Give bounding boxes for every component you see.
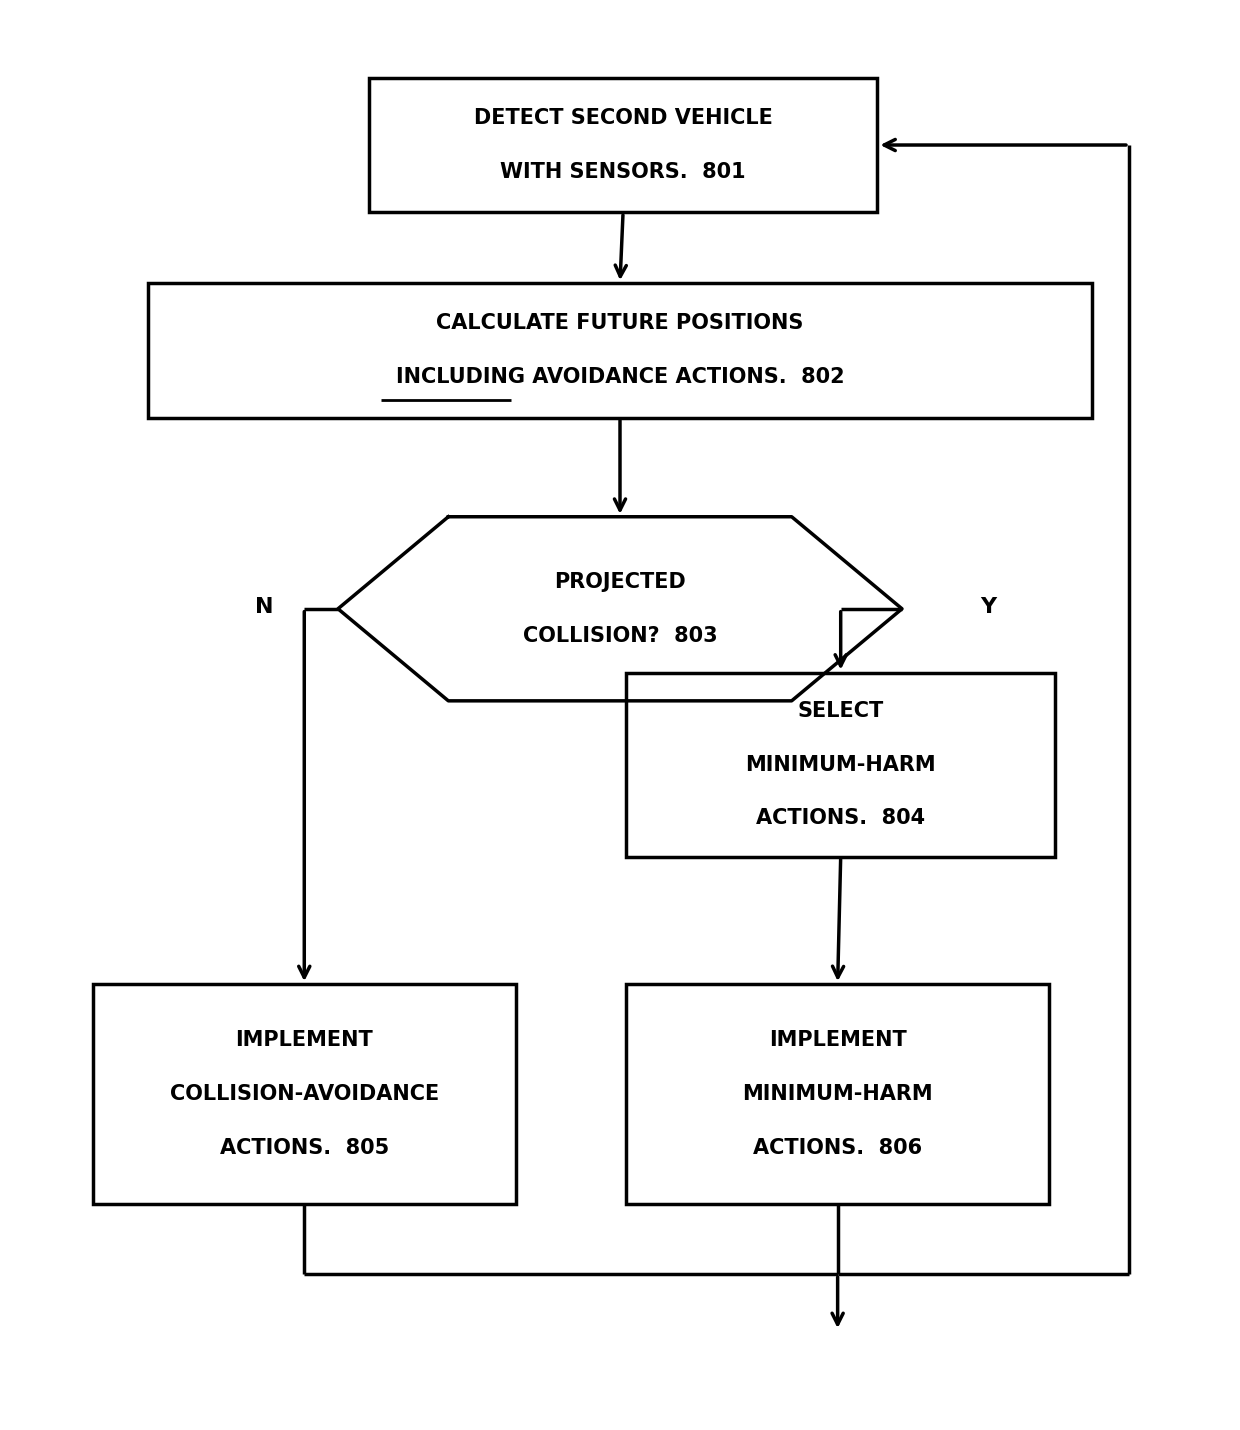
Bar xyxy=(148,283,1092,418)
Bar xyxy=(626,984,1049,1204)
Text: MINIMUM-HARM: MINIMUM-HARM xyxy=(743,1084,932,1104)
Text: COLLISION?  803: COLLISION? 803 xyxy=(523,626,717,646)
Bar xyxy=(626,672,1055,857)
Text: SELECT: SELECT xyxy=(797,701,884,721)
Text: MINIMUM-HARM: MINIMUM-HARM xyxy=(745,755,936,775)
Text: PROJECTED: PROJECTED xyxy=(554,572,686,592)
Text: ACTIONS.  806: ACTIONS. 806 xyxy=(753,1138,923,1158)
Text: DETECT SECOND VEHICLE: DETECT SECOND VEHICLE xyxy=(474,109,773,129)
Bar xyxy=(93,984,516,1204)
Text: ACTIONS.  804: ACTIONS. 804 xyxy=(756,808,925,828)
Bar xyxy=(368,77,878,212)
Text: Y: Y xyxy=(980,598,996,618)
Text: CALCULATE FUTURE POSITIONS: CALCULATE FUTURE POSITIONS xyxy=(436,313,804,333)
Text: ACTIONS.  805: ACTIONS. 805 xyxy=(219,1138,389,1158)
Text: IMPLEMENT: IMPLEMENT xyxy=(236,1030,373,1050)
Text: INCLUDING AVOIDANCE ACTIONS.  802: INCLUDING AVOIDANCE ACTIONS. 802 xyxy=(396,368,844,388)
Text: COLLISION-AVOIDANCE: COLLISION-AVOIDANCE xyxy=(170,1084,439,1104)
Text: N: N xyxy=(255,598,274,618)
Text: WITH SENSORS.  801: WITH SENSORS. 801 xyxy=(500,162,746,182)
Text: IMPLEMENT: IMPLEMENT xyxy=(769,1030,906,1050)
